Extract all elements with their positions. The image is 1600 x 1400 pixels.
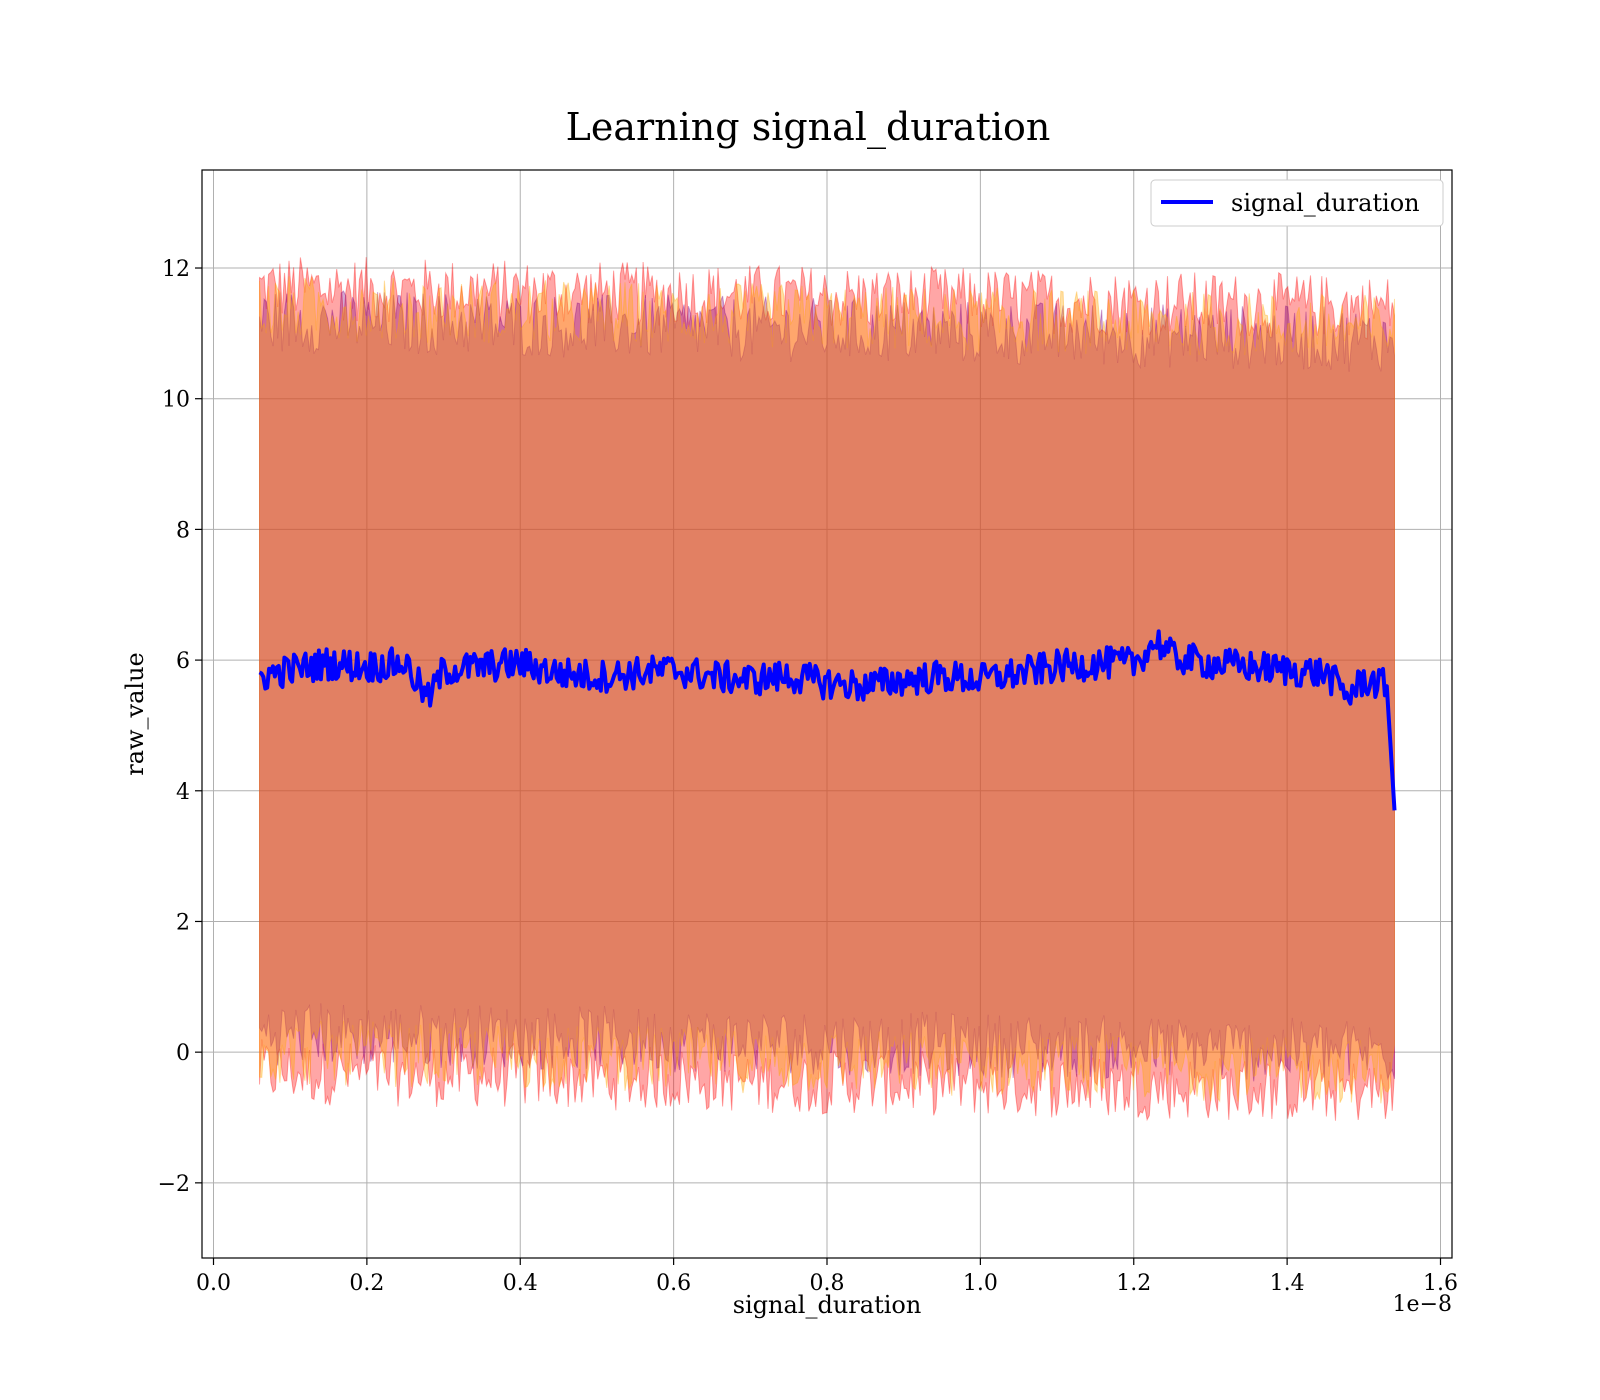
legend: signal_duration [1150,179,1444,227]
y-tick-label: 12 [162,257,190,282]
y-tick-label: 4 [176,780,190,805]
y-tick-label: −2 [158,1172,190,1197]
x-tick-label: 1.6 [1423,1271,1458,1296]
x-tick-label: 1.0 [963,1271,998,1296]
legend-box [1150,179,1444,227]
band-1 [259,290,1395,1082]
line-layer [258,629,1397,811]
x-tick-label: 1.4 [1270,1271,1305,1296]
series-line-signal_duration [258,629,1397,811]
x-offset-label: 1e−8 [1393,1292,1452,1317]
y-axis-label: raw_value [121,652,149,776]
band-2 [259,276,1395,1104]
tick-layer: 0.0 0.2 0.4 0.6 0.8 1.0 1.2 1.4 1.6 −2 0 2 4 6 8 10 12 [158,257,1458,1296]
x-tick-label: 0.4 [503,1271,538,1296]
chart-title: Learning signal_duration [566,105,1051,150]
y-tick-label: 10 [162,388,190,413]
y-tick-label: 6 [176,649,190,674]
y-tick-label: 8 [176,518,190,543]
x-tick-label: 1.2 [1116,1271,1151,1296]
legend-entry-signal-duration: signal_duration [1231,189,1420,217]
x-tick-label: 0.8 [810,1271,845,1296]
x-axis-label: signal_duration [733,1291,922,1319]
x-tick-label: 0.6 [656,1271,691,1296]
x-tick-label: 0.0 [196,1271,231,1296]
x-tick-label: 0.2 [349,1271,384,1296]
y-tick-label: 0 [176,1041,190,1066]
y-tick-label: 2 [176,910,190,935]
band-0 [259,257,1395,1122]
band-layer [259,257,1395,1122]
